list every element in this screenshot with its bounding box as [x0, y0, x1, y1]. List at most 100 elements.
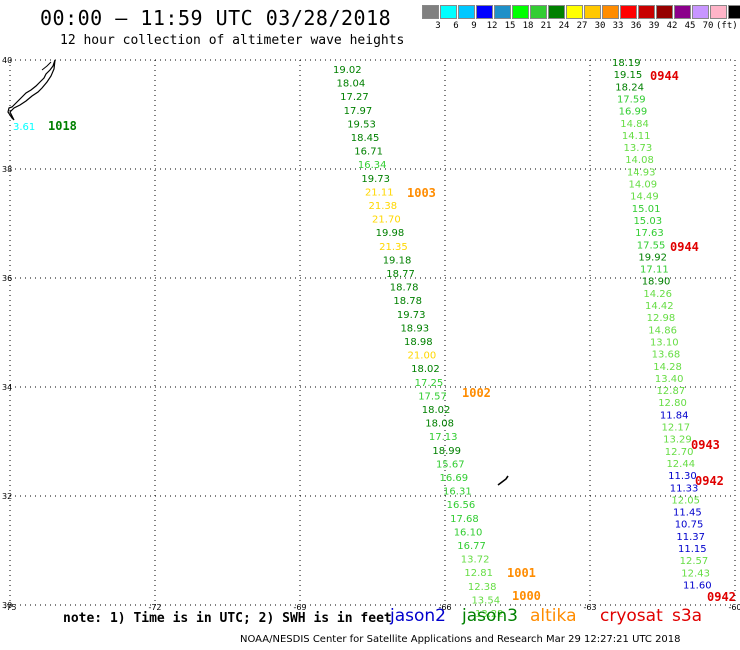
wave-height-value: 11.30 [668, 471, 697, 482]
wave-height-value: 16.34 [358, 160, 387, 171]
colorbar-swatch [440, 5, 457, 19]
lat-tick-label: 40 [2, 56, 12, 65]
wave-height-value: 17.25 [415, 378, 444, 389]
colorbar-swatch [458, 5, 475, 19]
wave-height-value: 21.70 [372, 215, 401, 226]
colorbar-swatch [674, 5, 691, 19]
colorbar-label: 3 [435, 21, 441, 31]
pressure-label: 0942 [695, 474, 724, 488]
wave-height-value: 21.00 [408, 351, 437, 362]
wave-height-value: 19.53 [347, 119, 376, 130]
wave-height-value: 14.28 [653, 362, 682, 373]
wave-height-value: 17.97 [344, 106, 373, 117]
wave-height-value: 18.90 [642, 277, 671, 288]
wave-height-value: 18.78 [390, 283, 419, 294]
wave-height-value: 13.68 [652, 350, 681, 361]
wave-height-value: 12.43 [681, 568, 710, 579]
lat-tick-label: 30 [2, 601, 12, 610]
colorbar-swatch [620, 5, 637, 19]
colorbar-swatch [656, 5, 673, 19]
satellite-legend-s3a: s3a [672, 606, 703, 626]
wave-height-value: 18.78 [393, 296, 422, 307]
pressure-label: 0942 [707, 590, 736, 604]
colorbar-label: 30 [594, 21, 606, 31]
wave-height-value: 11.37 [676, 532, 705, 543]
wave-height-value: 14.42 [645, 301, 674, 312]
wave-height-value: 21.35 [379, 242, 408, 253]
wave-height-value: 18.08 [425, 419, 454, 430]
wave-height-value: 11.15 [678, 544, 707, 555]
wave-height-value: 15.01 [632, 204, 661, 215]
wave-height-value: 18.04 [337, 79, 366, 90]
colorbar-unit: (ft) [716, 21, 738, 31]
wave-height-value: 19.15 [614, 70, 643, 81]
wave-height-value: 10.75 [675, 520, 704, 531]
lat-lon-grid [9, 59, 736, 606]
coastline [7, 59, 509, 486]
satellite-legend-altika: altika [530, 606, 577, 626]
wave-height-value: 14.26 [643, 289, 672, 300]
colorbar-label: 15 [504, 21, 516, 31]
colorbar-label: 33 [612, 21, 624, 31]
wave-height-value: 17.27 [340, 92, 369, 103]
footer-credit: NOAA/NESDIS Center for Satellite Applica… [240, 634, 681, 645]
wave-height-value: 19.18 [383, 255, 412, 266]
pressure-label: 1000 [512, 589, 541, 603]
satellite-legend-jason3: jason3 [462, 606, 518, 626]
colorbar-label: 6 [453, 21, 459, 31]
coastal-observations: 3.61 1018 [13, 119, 77, 133]
satellite-legend-cryosat: cryosat [600, 606, 663, 626]
wave-height-value: 12.87 [657, 386, 686, 397]
wave-height-value: 12.80 [658, 398, 687, 409]
wave-height-value: 17.63 [635, 228, 664, 239]
wave-height-value: 21.11 [365, 187, 394, 198]
coastline-north [7, 59, 56, 121]
colorbar-swatch [728, 5, 740, 19]
track-a-values: 19.02 18.04 17.27 17.97 19.53 18.45 16.71 16.34… [333, 65, 504, 620]
wave-height-value: 16.71 [354, 147, 383, 158]
lon-tick-label: -72 [148, 603, 161, 612]
footer-note: note: 1) Time is in UTC; 2) SWH is in fe… [63, 611, 392, 626]
lon-tick-label: -69 [293, 603, 306, 612]
colorbar-swatch [602, 5, 619, 19]
wave-height-value: 17.55 [637, 240, 666, 251]
bermuda-island [497, 475, 509, 486]
wave-height-value: 12.17 [662, 423, 691, 434]
wave-height-value: 12.05 [671, 495, 700, 506]
colorbar-swatch [638, 5, 655, 19]
colorbar-swatch [476, 5, 493, 19]
colorbar-swatch [422, 5, 439, 19]
pressure-label: 0943 [691, 438, 720, 452]
wave-height-value: 15.67 [436, 459, 465, 470]
lat-tick-label: 32 [2, 492, 12, 501]
wave-height-value: 13.10 [650, 337, 679, 348]
wave-height-value: 18.24 [615, 82, 644, 93]
colorbar-swatch [566, 5, 583, 19]
colorbar-swatch [530, 5, 547, 19]
wave-height-value: 13.72 [461, 555, 490, 566]
coastal-obs-value: 3.61 [13, 122, 35, 133]
lon-tick-label: -63 [583, 603, 596, 612]
wave-height-value: 17.59 [617, 94, 646, 105]
wave-height-value: 12.81 [464, 568, 493, 579]
map-subtitle: 12 hour collection of altimeter wave hei… [60, 33, 405, 48]
wave-height-value: 16.99 [619, 107, 648, 118]
lon-tick-label: -60 [728, 603, 740, 612]
colorbar-label: 70 [702, 21, 714, 31]
wave-height-value: 14.84 [620, 119, 649, 130]
lat-tick-label: 36 [2, 274, 12, 283]
colorbar-label: 42 [666, 21, 678, 31]
wave-height-value: 11.33 [670, 483, 699, 494]
pressure-label: 0944 [670, 240, 699, 254]
wave-height-value: 19.98 [376, 228, 405, 239]
pressure-label: 1002 [462, 386, 491, 400]
colorbar-swatch [692, 5, 709, 19]
colorbar-swatch [584, 5, 601, 19]
wave-height-value: 16.77 [457, 541, 486, 552]
wave-height-value: 12.70 [665, 447, 694, 458]
wave-height-value: 14.93 [627, 167, 656, 178]
wave-height-value: 19.73 [361, 174, 390, 185]
